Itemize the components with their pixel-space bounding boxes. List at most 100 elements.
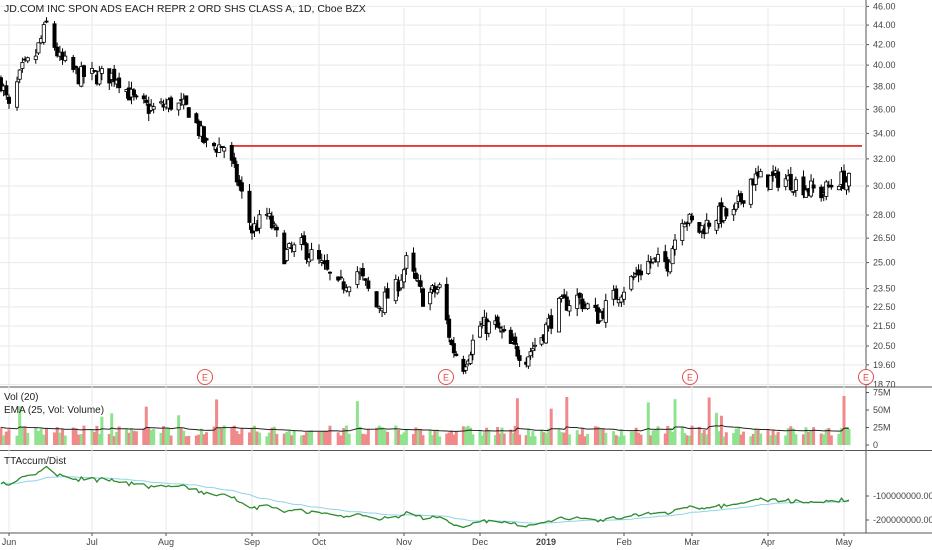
earnings-marker [682,369,698,385]
candle-body [25,57,30,62]
volume-bar [199,428,203,445]
volume-bar [469,427,472,445]
volume-bar [732,433,736,445]
volume-bar [685,435,689,445]
volume-bar [445,433,449,445]
volume-bar [107,434,111,445]
volume-bar [634,427,638,445]
volume-bar [707,397,711,445]
volume-bar [162,426,166,445]
volume-bar [529,436,533,445]
volume-bar [839,428,843,445]
candle-body [413,272,418,280]
volume-bar [125,428,129,445]
candle-body [585,303,590,309]
candle-body [20,62,25,69]
volume-bar [751,433,755,445]
date-tick-label: Oct [312,537,327,547]
volume-tick-label: 25M [873,423,891,433]
candle-body [63,55,68,61]
volume-bar [496,426,500,445]
volume-bar [428,429,432,445]
candle-body [232,157,237,164]
candle-body [502,329,507,332]
volume-bar [493,435,497,445]
candle-body [768,175,773,190]
candle-body [374,291,379,308]
volume-bar [450,430,453,445]
volume-bar [272,426,276,445]
candle-body [81,65,86,77]
volume-bar [235,431,239,445]
volume-bar [547,428,551,445]
candle-body [495,316,500,328]
candle-body [52,23,57,48]
candle-body [435,289,440,294]
candle-body [651,258,656,263]
volume-bar [471,434,475,445]
volume-bar [142,428,146,445]
volume-bar [222,425,226,445]
volume-bar [819,433,823,445]
candle-body [842,170,847,190]
candle-body [92,70,97,72]
volume-bar [617,436,621,445]
earnings-label: E [443,373,449,383]
volume-bar [147,427,151,445]
volume-bar [485,427,489,445]
earnings-marker [858,369,874,385]
volume-bar [754,429,758,445]
volume-bar [619,429,623,445]
volume-bar [649,435,653,445]
volume-bar [26,432,30,445]
volume-bar [622,435,626,445]
candle-body [341,281,346,290]
volume-bar [637,432,641,445]
price-tick-label: 44.00 [873,20,896,30]
candle-body [437,284,442,288]
volume-bar [167,428,171,445]
candle-body [449,339,454,346]
volume-bar [749,436,753,445]
volume-bar [578,434,582,445]
candle-body [758,171,763,178]
candle-body [428,291,433,305]
candle-body [151,106,156,110]
volume-bar [112,436,116,445]
volume-bar [92,431,96,445]
volume-bar [533,436,537,445]
volume-bar [433,430,437,445]
volume-bar [23,427,27,445]
volume-bar [562,432,566,445]
candle-body [411,252,416,272]
volume-bar [282,433,286,445]
candles [0,17,852,375]
candle-body [284,249,289,261]
candle-body [355,271,360,285]
volume-bar [526,428,530,445]
volume-bar [164,428,168,445]
volume-bar [651,430,655,445]
candle-body [404,255,409,269]
candle-body [776,171,781,188]
volume-bar [629,431,633,445]
candle-body [670,248,675,265]
candle-body [791,191,796,193]
volume-bar [837,433,841,445]
volume-bar [402,432,406,445]
candle-body [347,286,352,293]
volume-bar [197,434,201,445]
volume-bar [737,427,741,445]
volume-bar [404,428,408,445]
volume-bar [134,431,138,445]
volume-bar [560,432,564,445]
candle-body [219,146,224,148]
candle-body [363,278,368,281]
candle-body [544,323,549,344]
date-tick-label: Apr [761,537,775,547]
volume-bar [322,431,326,445]
volume-bar [717,431,721,445]
date-tick-label: May [835,537,853,547]
volume-bar [557,428,561,445]
